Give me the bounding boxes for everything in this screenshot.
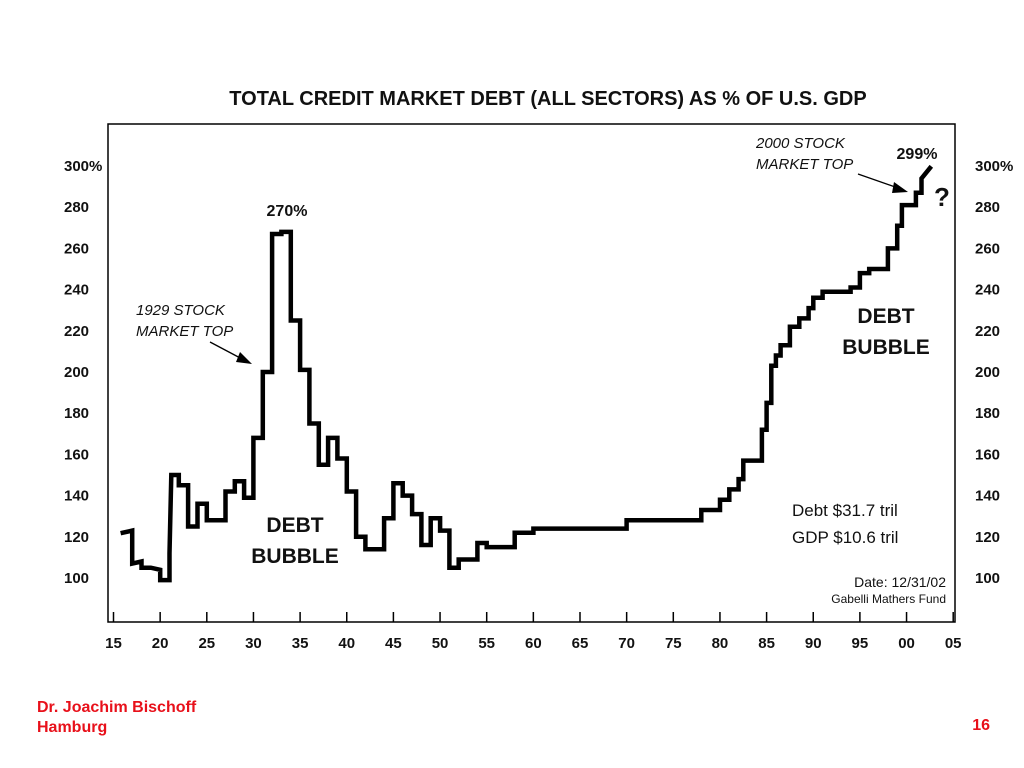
y-tick-label-left: 220: [64, 323, 89, 340]
date-note: Date: 12/31/02: [854, 574, 946, 590]
annotation-2000-line1: 2000 STOCK: [755, 135, 846, 152]
y-tick-label-left: 240: [64, 282, 89, 299]
y-tick-label-left: 260: [64, 240, 89, 257]
peak-label-2002: 299%: [897, 146, 938, 163]
x-tick-label: 05: [945, 635, 962, 652]
debt-bubble-left-line1: DEBT: [266, 514, 323, 537]
y-tick-label-left: 200: [64, 364, 89, 381]
y-tick-label-left: 300%: [64, 158, 102, 175]
y-tick-label-right: 160: [975, 446, 1000, 463]
x-tick-label: 85: [758, 635, 775, 652]
y-tick-label-right: 220: [975, 323, 1000, 340]
y-tick-label-right: 180: [975, 405, 1000, 422]
x-tick-label: 40: [338, 635, 355, 652]
x-tick-label: 75: [665, 635, 682, 652]
x-tick-label: 00: [898, 635, 915, 652]
annotation-1929-line1: 1929 STOCK: [136, 302, 226, 319]
y-tick-label-left: 180: [64, 405, 89, 422]
debt-bubble-right-line1: DEBT: [857, 305, 914, 328]
x-tick-label: 20: [152, 635, 169, 652]
series-layer: [120, 164, 934, 583]
debt-bubble-right-line2: BUBBLE: [842, 336, 930, 359]
x-tick-label: 50: [432, 635, 449, 652]
y-tick-label-left: 120: [64, 529, 89, 546]
y-tick-label-right: 120: [975, 529, 1000, 546]
plot-frame: [107, 123, 956, 623]
gdp-amount: GDP $10.6 tril: [792, 528, 898, 547]
y-tick-label-right: 300%: [975, 158, 1013, 175]
x-tick-label: 45: [385, 635, 402, 652]
x-axis: 15 20 25 30 35 40 45 50 55 60 65 70 75 80 85 90 95 00 05: [105, 612, 962, 652]
author-block: Dr. Joachim Bischoff Hamburg: [37, 698, 196, 738]
x-tick-label: 25: [198, 635, 215, 652]
y-tick-label-right: 100: [975, 570, 1000, 587]
annotation-2000-line2: MARKET TOP: [756, 156, 853, 173]
question-mark: ?: [934, 182, 950, 212]
x-tick-label: 15: [105, 635, 122, 652]
x-tick-label: 35: [292, 635, 309, 652]
chart-title: TOTAL CREDIT MARKET DEBT (ALL SECTORS) A…: [229, 88, 866, 110]
x-tick-label: 70: [618, 635, 635, 652]
x-tick-label: 65: [572, 635, 589, 652]
series-line: [120, 164, 934, 583]
y-tick-label-left: 140: [64, 488, 89, 505]
y-tick-label-right: 240: [975, 282, 1000, 299]
author-city: Hamburg: [37, 719, 108, 736]
x-tick-label: 30: [245, 635, 262, 652]
y-tick-label-right: 140: [975, 488, 1000, 505]
y-tick-label-right: 260: [975, 240, 1000, 257]
arrow-1929: [209, 341, 252, 364]
y-axis-left: 100 120 140 160 180 200 220 240 260 280 300%: [64, 158, 102, 587]
source-note: Gabelli Mathers Fund: [831, 592, 946, 606]
y-tick-label-left: 100: [64, 570, 89, 587]
x-tick-label: 55: [478, 635, 495, 652]
y-tick-label-left: 160: [64, 446, 89, 463]
arrow-2000: [857, 173, 908, 193]
page-number: 16: [972, 717, 990, 734]
x-tick-label: 90: [805, 635, 822, 652]
x-tick-label: 95: [852, 635, 869, 652]
x-tick-label: 60: [525, 635, 542, 652]
y-tick-label-left: 280: [64, 199, 89, 216]
debt-amount: Debt $31.7 tril: [792, 501, 898, 520]
y-tick-label-right: 280: [975, 199, 1000, 216]
annotation-1929-line2: MARKET TOP: [136, 323, 233, 340]
y-axis-right: 100 120 140 160 180 200 220 240 260 280 300%: [975, 158, 1013, 587]
peak-label-1929: 270%: [267, 203, 308, 220]
x-tick-label: 80: [712, 635, 729, 652]
y-tick-label-right: 200: [975, 364, 1000, 381]
author-name: Dr. Joachim Bischoff: [37, 699, 197, 716]
debt-bubble-left-line2: BUBBLE: [251, 545, 339, 568]
